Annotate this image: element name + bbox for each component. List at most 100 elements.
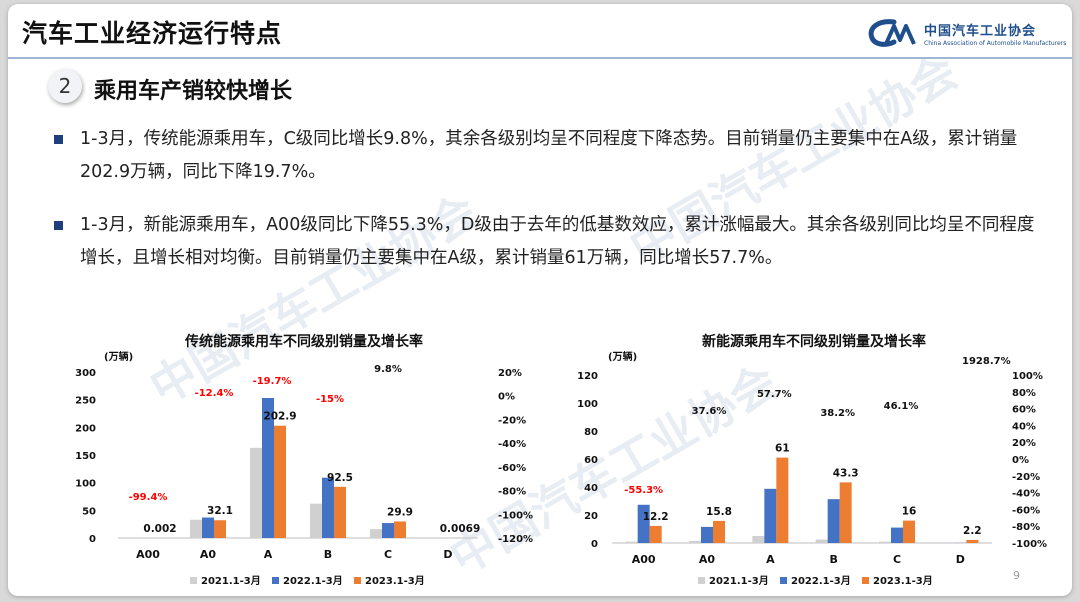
bar <box>776 457 789 543</box>
y2-tick-label: -80% <box>498 487 526 498</box>
bar <box>190 519 202 538</box>
legend-swatch <box>272 577 279 584</box>
bar <box>262 398 274 538</box>
y2-tick-label: -40% <box>498 439 526 450</box>
y-tick-label: 250 <box>75 396 96 407</box>
y2-tick-label: 100% <box>1012 371 1043 382</box>
caam-logo: 中国汽车工业协会 China Association of Automobile… <box>866 18 1066 48</box>
x-tick-label: A00 <box>632 553 656 566</box>
bar <box>382 523 394 538</box>
growth-label: 46.1% <box>884 401 919 412</box>
growth-label: -12.4% <box>195 388 234 399</box>
page-title: 汽车工业经济运行特点 <box>22 19 283 48</box>
legend-label: 2021.1-3月 <box>201 575 261 587</box>
bar <box>649 525 662 543</box>
y2-tick-label: 80% <box>1012 388 1036 399</box>
growth-label: -15% <box>316 394 344 405</box>
x-tick-label: D <box>956 553 965 566</box>
legend-swatch <box>780 577 787 584</box>
data-label: 202.9 <box>263 411 296 423</box>
slide: 中国汽车工业协会 中国汽车工业协会 中国汽车工业协会 汽车工业经济运行特点 中国… <box>8 4 1072 596</box>
y-tick-label: 40 <box>584 483 598 494</box>
unit-label: (万辆) <box>608 350 637 363</box>
bar <box>701 526 713 543</box>
section-number: 2 <box>48 69 82 103</box>
x-tick-label: A0 <box>699 553 716 566</box>
growth-label: 57.7% <box>757 389 792 400</box>
bar <box>891 527 903 543</box>
bar <box>752 536 765 543</box>
bullet-square-icon <box>54 221 63 230</box>
growth-label: 38.2% <box>820 408 855 419</box>
x-tick-label: C <box>893 553 901 566</box>
y-tick-label: 300 <box>75 368 96 379</box>
y2-tick-label: 60% <box>1012 405 1036 416</box>
legend-swatch <box>862 577 869 584</box>
x-tick-label: B <box>324 548 332 561</box>
bar <box>370 529 382 538</box>
data-label: 92.5 <box>327 472 353 484</box>
legend-label: 2022.1-3月 <box>283 575 343 587</box>
bar <box>966 539 979 543</box>
data-label: 16 <box>902 506 917 518</box>
chart-title: 传统能源乘用车不同级别销量及增长率 <box>184 333 423 350</box>
growth-label: 37.6% <box>692 406 727 417</box>
y-tick-label: 100 <box>577 399 598 410</box>
bullet-square-icon <box>54 135 63 144</box>
bar <box>637 504 650 543</box>
growth-label: -55.3% <box>624 485 663 496</box>
data-label: 15.8 <box>706 506 732 518</box>
growth-label: 9.8% <box>374 364 402 375</box>
bar <box>903 520 915 543</box>
bar <box>274 425 286 538</box>
y-tick-label: 80 <box>584 427 598 438</box>
bar <box>394 521 406 538</box>
x-tick-label: B <box>829 553 837 566</box>
y-tick-label: 20 <box>584 511 598 522</box>
new-energy-chart: 新能源乘用车不同级别销量及增长率 (万辆) 120 100 80 60 40 20 0 100% 8… <box>577 333 1047 587</box>
y2-tick-label: -40% <box>1012 489 1040 500</box>
x-tick-label: D <box>443 548 452 561</box>
page-number: 9 <box>1013 569 1020 582</box>
growth-label: -99.4% <box>129 492 168 503</box>
traditional-energy-chart: 传统能源乘用车不同级别销量及增长率 (万辆) 300 250 200 150 100 50 0 2… <box>75 333 533 587</box>
bullet-item: 1-3月，传统能源乘用车，C级同比增长9.8%，其余各级别均呈不同程度下降态势。… <box>54 123 1044 189</box>
y-tick-label: 0 <box>591 539 598 550</box>
bar <box>713 520 725 543</box>
y2-tick-label: -100% <box>1012 539 1047 550</box>
data-label: 32.1 <box>207 505 233 517</box>
section-title: 乘用车产销较快增长 <box>94 79 293 104</box>
bar <box>625 541 638 543</box>
growth-label: 1928.7% <box>962 356 1011 367</box>
bar <box>879 541 891 543</box>
growth-label: -19.7% <box>253 376 292 387</box>
legend-swatch <box>190 577 197 584</box>
legend-label: 2023.1-3月 <box>365 575 425 587</box>
y2-tick-label: -20% <box>498 415 526 426</box>
bar <box>250 447 262 538</box>
x-tick-label: C <box>384 548 392 561</box>
y-tick-label: 120 <box>577 371 598 382</box>
y2-tick-label: -60% <box>498 463 526 474</box>
legend-swatch <box>698 577 705 584</box>
y-tick-label: 60 <box>584 455 598 466</box>
bar <box>689 540 701 543</box>
data-label: 12.2 <box>643 511 669 523</box>
bullet-text: 1-3月，传统能源乘用车，C级同比增长9.8%，其余各级别均呈不同程度下降态势。… <box>80 129 1018 182</box>
legend-label: 2023.1-3月 <box>873 575 933 587</box>
legend-label: 2022.1-3月 <box>791 575 851 587</box>
y-tick-label: 200 <box>75 423 96 434</box>
y2-tick-label: -120% <box>498 534 533 545</box>
header-divider <box>8 57 1072 59</box>
y2-tick-label: 20% <box>498 368 522 379</box>
x-tick-label: A0 <box>200 548 217 561</box>
data-label: 61 <box>775 443 790 455</box>
data-label: 2.2 <box>963 525 982 537</box>
y2-tick-label: 20% <box>1012 438 1036 449</box>
y2-tick-label: 0% <box>1012 455 1029 466</box>
logo-name-en: China Association of Automobile Manufact… <box>924 39 1067 47</box>
bar <box>764 488 777 543</box>
y2-tick-label: 40% <box>1012 421 1036 432</box>
bar <box>310 503 322 538</box>
caam-logo-icon <box>868 19 916 47</box>
